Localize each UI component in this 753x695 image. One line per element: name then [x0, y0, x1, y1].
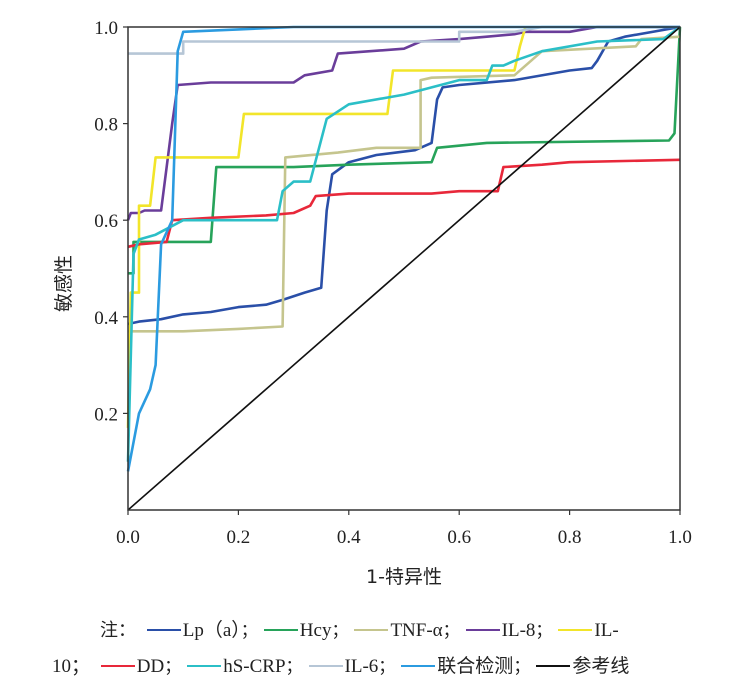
legend-label: Lp（a） [182, 620, 241, 641]
legend-label: IL-8 [501, 620, 536, 641]
x-axis-label: 1-特异性 [366, 566, 442, 588]
series-line-8 [126, 25, 680, 472]
legend-separator: ； [535, 621, 553, 641]
legend-line-1: 注： Lp（a）； Hcy； TNF-α； IL-8； IL- [100, 612, 619, 650]
ticks-layer: 0.0 0.2 0.4 0.6 0.8 1.0 0.2 0.4 0.6 0.8 1.0 [94, 18, 692, 548]
y-tick-label: 0.8 [94, 115, 118, 136]
y-tick-label: 0.2 [94, 404, 118, 425]
y-tick-label: 1.0 [94, 18, 118, 39]
legend-item: 联合检测； [395, 648, 530, 686]
y-tick-label: 0.4 [94, 308, 118, 329]
y-tick-label: 0.6 [94, 211, 118, 232]
legend-swatch [100, 665, 135, 668]
roc-chart: 0.0 0.2 0.4 0.6 0.8 1.00.20.40.60.81.0 1-特异性 … [53, 18, 692, 588]
legend-separator: ； [285, 657, 303, 677]
series-line-1 [128, 26, 682, 275]
x-tick-label: 0.2 [227, 527, 251, 548]
plot-frame [127, 26, 681, 511]
legend: 注： Lp（a）； Hcy； TNF-α； IL-8； IL- 10； DD； hS-CR… [52, 612, 732, 692]
legend-swatch [263, 629, 298, 632]
y-axis-label: 敏感性 [53, 255, 75, 312]
legend-label: Hcy [299, 620, 332, 641]
legend-swatch [308, 665, 343, 668]
legend-note: 注： [100, 620, 136, 641]
legend-item: IL-8； [460, 612, 553, 650]
legend-label: 参考线 [572, 656, 630, 677]
series-layer [126, 25, 682, 511]
legend-item: 参考线 [530, 648, 629, 686]
x-tick-label: 0.6 [447, 527, 471, 548]
legend-separator: ； [442, 621, 460, 641]
x-tick-label: 0.4 [337, 527, 361, 548]
legend-swatch [146, 629, 181, 632]
legend-separator: ； [240, 621, 258, 641]
legend-swatch [187, 665, 222, 668]
series-line-2 [128, 35, 681, 333]
legend-item: IL-6； [303, 648, 396, 686]
legend-label: 联合检测 [437, 656, 514, 677]
legend-label: hS-CRP [223, 656, 286, 677]
legend-swatch [354, 629, 389, 632]
legend-line2-prefix: 10； [52, 656, 91, 677]
legend-item: hS-CRP； [181, 648, 303, 686]
legend-item: TNF-α； [348, 612, 460, 650]
x-tick-label: 1.0 [668, 527, 692, 548]
x-tick-label: 0.0 [116, 527, 140, 548]
legend-label: IL- [594, 620, 619, 641]
legend-line-2: 10； DD； hS-CRP； IL-6； 联合检测； 参考线 [52, 648, 629, 686]
legend-item: IL- [552, 612, 619, 650]
legend-swatch [401, 665, 436, 668]
series-line-9 [127, 26, 681, 511]
series-line-6 [126, 25, 681, 462]
legend-label: DD [136, 656, 165, 677]
legend-separator: ； [378, 657, 396, 677]
legend-item: Hcy； [258, 612, 349, 650]
legend-swatch [558, 629, 593, 632]
x-tick-label: 0.8 [558, 527, 582, 548]
legend-swatch [465, 629, 500, 632]
legend-item: DD； [95, 648, 181, 686]
legend-separator: ； [513, 657, 531, 677]
legend-label: TNF-α [390, 620, 443, 641]
series-line-3 [126, 25, 680, 221]
legend-swatch [536, 665, 571, 668]
legend-label: IL-6 [344, 656, 379, 677]
series-line-0 [127, 25, 681, 326]
legend-item: Lp（a）； [141, 612, 258, 650]
legend-separator: ； [164, 657, 182, 677]
legend-separator: ； [331, 621, 349, 641]
series-line-4 [126, 26, 527, 428]
